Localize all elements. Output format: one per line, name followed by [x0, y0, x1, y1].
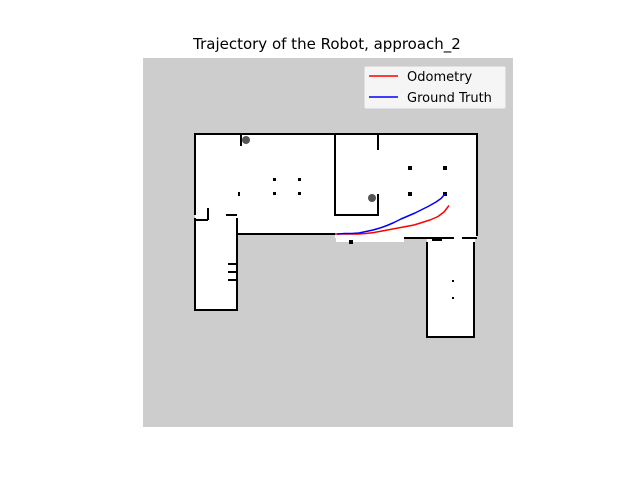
map-obstacles: [238, 136, 454, 299]
legend-label-odometry: Odometry: [407, 70, 473, 85]
chart-title: Trajectory of the Robot, approach_2: [192, 35, 461, 54]
legend-label-ground-truth: Ground Truth: [407, 91, 492, 106]
map-free-space: [195, 134, 477, 338]
map-walls: [194, 133, 478, 338]
legend-box: [363, 65, 507, 110]
occupancy-map: [143, 58, 513, 427]
legend: Odometry Ground Truth: [363, 65, 507, 110]
series-layer: [335, 193, 450, 235]
series-line-ground-truth: [336, 193, 446, 235]
